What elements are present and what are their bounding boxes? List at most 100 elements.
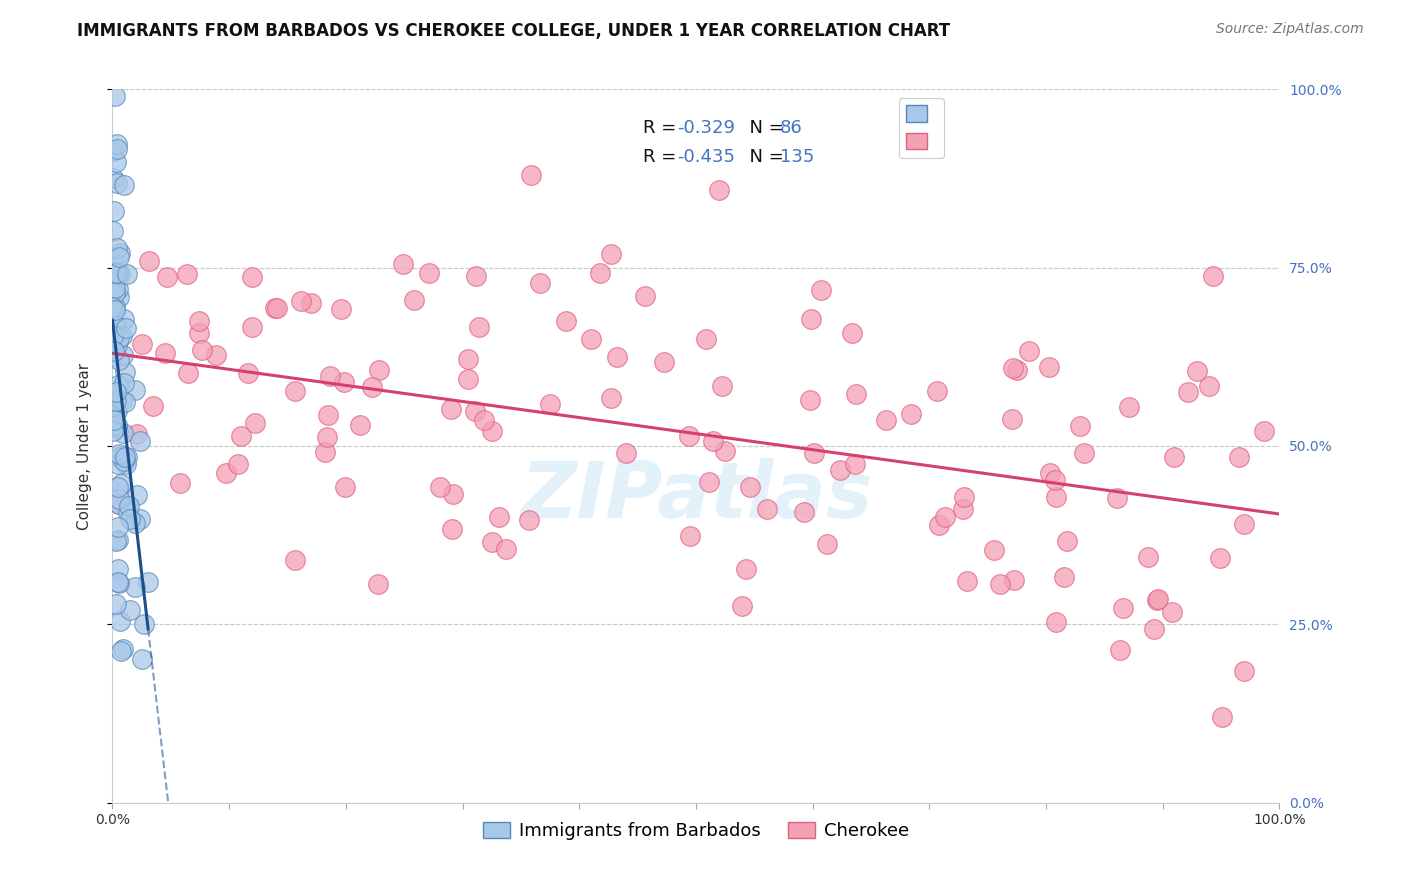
Point xyxy=(107,418,129,433)
Text: R =: R = xyxy=(644,148,682,166)
Point xyxy=(1069,418,1091,433)
Point xyxy=(111,347,134,361)
Point xyxy=(1018,344,1040,359)
Point xyxy=(709,183,731,197)
Point xyxy=(117,506,139,520)
Point xyxy=(103,408,125,422)
Point xyxy=(441,487,464,501)
Point xyxy=(104,278,127,293)
Point xyxy=(841,326,863,340)
Point xyxy=(104,394,127,409)
Point xyxy=(132,617,155,632)
Point xyxy=(319,369,342,384)
Point xyxy=(468,319,491,334)
Point xyxy=(472,413,495,427)
Point xyxy=(107,450,129,464)
Point xyxy=(1187,364,1209,378)
Point xyxy=(335,480,357,494)
Point xyxy=(953,490,976,504)
Point xyxy=(333,375,356,389)
Point xyxy=(810,283,832,297)
Point xyxy=(104,303,127,318)
Point xyxy=(103,265,125,279)
Point xyxy=(392,257,415,271)
Point xyxy=(1160,605,1182,619)
Point xyxy=(105,337,128,351)
Point xyxy=(652,355,675,369)
Point xyxy=(934,509,956,524)
Legend: Immigrants from Barbados, Cherokee: Immigrants from Barbados, Cherokee xyxy=(475,814,917,847)
Point xyxy=(740,480,762,494)
Point xyxy=(457,352,479,367)
Point xyxy=(243,417,266,431)
Point xyxy=(110,246,132,260)
Point xyxy=(112,426,135,441)
Point xyxy=(101,170,124,185)
Point xyxy=(314,445,336,459)
Point xyxy=(614,446,637,460)
Point xyxy=(104,89,127,103)
Point xyxy=(108,290,131,304)
Point xyxy=(1038,359,1060,374)
Point xyxy=(108,492,131,507)
Point xyxy=(1209,551,1232,566)
Point xyxy=(111,394,134,409)
Point xyxy=(104,155,127,169)
Point xyxy=(111,329,134,343)
Point xyxy=(236,366,259,380)
Point xyxy=(104,286,127,301)
Text: 135: 135 xyxy=(780,148,814,166)
Point xyxy=(118,499,141,513)
Point xyxy=(107,457,129,471)
Point xyxy=(107,562,129,576)
Point xyxy=(107,480,129,494)
Point xyxy=(112,642,135,657)
Point xyxy=(101,349,124,363)
Point xyxy=(927,384,949,398)
Point xyxy=(127,488,149,502)
Point xyxy=(138,253,160,268)
Point xyxy=(1211,710,1233,724)
Point xyxy=(104,300,127,314)
Point xyxy=(1233,664,1256,678)
Point xyxy=(1002,573,1025,587)
Point xyxy=(129,511,152,525)
Point xyxy=(115,320,138,334)
Point xyxy=(110,644,132,658)
Point xyxy=(368,363,391,377)
Point xyxy=(634,288,657,302)
Point xyxy=(107,142,129,156)
Point xyxy=(112,454,135,468)
Point xyxy=(1198,379,1220,393)
Point xyxy=(105,403,128,417)
Point xyxy=(956,574,979,588)
Point xyxy=(103,424,125,438)
Point xyxy=(714,444,737,458)
Point xyxy=(101,301,124,315)
Point xyxy=(105,597,128,611)
Point xyxy=(606,350,628,364)
Text: -0.329: -0.329 xyxy=(678,120,735,137)
Point xyxy=(538,397,561,411)
Point xyxy=(845,386,868,401)
Point xyxy=(187,314,209,328)
Point xyxy=(581,332,603,346)
Point xyxy=(349,418,371,433)
Point xyxy=(107,575,129,590)
Point xyxy=(125,427,148,442)
Point xyxy=(734,562,756,576)
Point xyxy=(103,413,125,427)
Point xyxy=(844,457,866,471)
Point xyxy=(177,367,200,381)
Point xyxy=(697,475,720,490)
Point xyxy=(1118,400,1140,414)
Point xyxy=(481,425,503,439)
Point xyxy=(107,241,129,255)
Point xyxy=(441,522,464,536)
Point xyxy=(108,614,131,628)
Point xyxy=(1177,384,1199,399)
Point xyxy=(283,553,305,567)
Point xyxy=(600,247,623,261)
Point xyxy=(118,603,141,617)
Point xyxy=(731,599,754,614)
